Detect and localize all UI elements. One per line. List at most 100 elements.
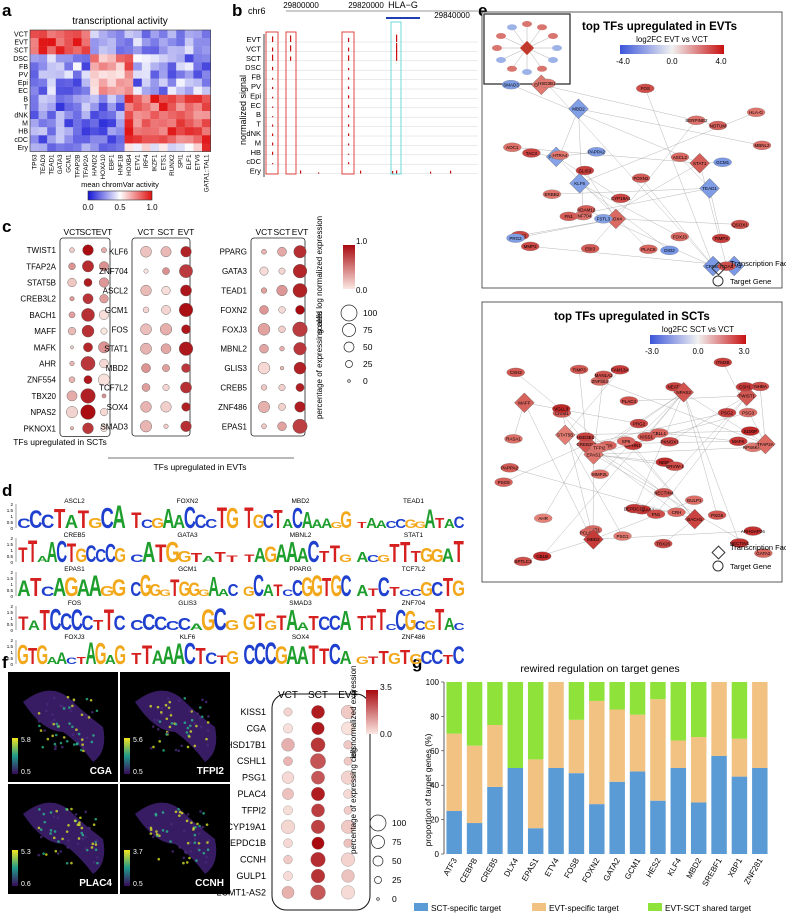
bar-segment	[568, 773, 585, 854]
bar-segment	[670, 768, 687, 854]
heatmap-cell	[64, 135, 74, 144]
chart-title: rewired regulation on target genes	[520, 663, 679, 675]
legend-label: EVT-SCT shared target	[665, 903, 752, 913]
dotplot-gene-label: AHR	[39, 360, 56, 369]
motif-letter: A	[105, 652, 116, 667]
umap-cell	[169, 840, 172, 843]
heatmap-cell	[184, 46, 194, 55]
dotplot-dot	[280, 819, 296, 834]
bar-segment	[731, 682, 748, 739]
network-node-label: PAPPA2	[588, 150, 605, 155]
motif-letter: T	[330, 541, 340, 568]
heatmap-cell	[90, 46, 99, 55]
heatmap-cell	[176, 54, 185, 63]
motif-letter: C	[130, 617, 143, 634]
motif-letter: C	[154, 613, 168, 634]
heatmap-cell	[141, 86, 151, 95]
heatmap-cell	[38, 70, 48, 79]
heatmap-cell	[64, 102, 74, 112]
heatmap-cell	[64, 111, 74, 120]
heatmap-row-label: Epi	[18, 80, 29, 87]
heatmap-cell	[64, 70, 74, 79]
coord-tick: 29840000	[434, 11, 470, 20]
heatmap-cell	[64, 78, 74, 87]
network-node-label: TIMP3	[573, 367, 587, 372]
heatmap-row-label: dNK	[14, 113, 28, 120]
network-node-label: QSOX1	[732, 222, 748, 227]
motif-letter: T	[367, 610, 376, 634]
dotplot-gene-label: STAT5B	[27, 279, 56, 288]
motif-letter: T	[443, 653, 453, 668]
motif-letter: G	[356, 654, 369, 667]
dotplot-dot	[180, 420, 192, 432]
motif-name: KLF6	[180, 634, 196, 641]
network-target-node	[576, 432, 595, 442]
network-node-label: FOXN2	[634, 176, 650, 181]
dotplot-dot	[100, 424, 108, 432]
heatmap-cell	[107, 119, 117, 128]
dotplot-dot	[99, 358, 109, 369]
heatmap-cell	[176, 78, 185, 87]
motif-letter: A	[442, 545, 454, 567]
motif-ytick: 0.5	[7, 520, 14, 525]
umap-cell	[167, 706, 171, 710]
dotplot-dot	[310, 884, 326, 901]
network-node-label: PAPPA2	[501, 466, 518, 471]
heatmap-cell	[116, 127, 125, 136]
network-node-label: ZNF554	[592, 379, 609, 384]
motif-letter: C	[329, 638, 341, 670]
umap-cell	[205, 855, 208, 859]
y-tick-label: 40	[430, 781, 439, 790]
umap-gene-label: TFPI2	[197, 766, 225, 777]
heatmap-cell	[150, 127, 160, 136]
motif-letter: A	[28, 618, 40, 633]
heatmap-cell	[184, 30, 194, 39]
umap-cell	[183, 850, 187, 853]
umap-grid: 5.8 0.5 CGA 5.6 0.5 TFPI2 5.3 0.6 PLAC4 3.7 0.5 CCN…	[8, 672, 230, 894]
network-legend-tick: -4.0	[616, 57, 630, 66]
heatmap-cell	[98, 102, 108, 112]
umap-cell	[194, 825, 197, 829]
motif-letter: G	[88, 515, 102, 532]
network-node-label: GLIS3	[579, 168, 592, 173]
heatmap-cell	[167, 38, 177, 47]
heatmap-cell	[124, 119, 134, 128]
umap-cell	[204, 860, 208, 864]
heatmap-cell	[159, 62, 168, 71]
y-tick-label: 20	[430, 816, 439, 825]
umap-cell	[76, 842, 80, 845]
motif-letter: T	[40, 604, 50, 636]
network-node-label: EPAS1	[587, 452, 602, 457]
motif-letter: A	[302, 508, 313, 534]
heatmap-cell	[159, 135, 168, 144]
umap-cell	[182, 856, 186, 860]
motif-letter: A	[254, 543, 266, 566]
track-label: HB	[251, 148, 261, 157]
network-node-label: PKNOX1	[660, 440, 679, 445]
bar-segment	[466, 682, 483, 746]
motif-letter: T	[18, 613, 28, 634]
dotplot-gene-label: CYP19A1	[226, 822, 266, 832]
dotplot-dot	[181, 324, 191, 334]
dotplot-dot	[99, 277, 109, 288]
dotplot-frame	[59, 237, 111, 437]
motif-letter: C	[292, 502, 303, 535]
panel-letter-f: f	[2, 653, 8, 672]
network-target-node	[712, 233, 731, 244]
heatmap-cell	[107, 102, 117, 112]
heatmap-cell	[55, 62, 65, 71]
dotplot-dot	[140, 420, 152, 433]
heatmap-cell	[64, 127, 74, 136]
motif-letter: G	[331, 570, 343, 603]
network-edge	[512, 147, 700, 164]
heatmap-cell	[81, 62, 91, 71]
legend-swatch	[648, 903, 662, 911]
dotplot-dot	[343, 740, 353, 750]
network-tf-node	[702, 255, 724, 277]
heatmap-cell	[90, 94, 99, 104]
dotplot-dot	[67, 327, 77, 336]
motif-letter: G	[331, 521, 343, 530]
motif-letter: C	[95, 546, 106, 567]
heatmap-cell	[124, 111, 134, 120]
motif-letter: G	[198, 588, 210, 598]
